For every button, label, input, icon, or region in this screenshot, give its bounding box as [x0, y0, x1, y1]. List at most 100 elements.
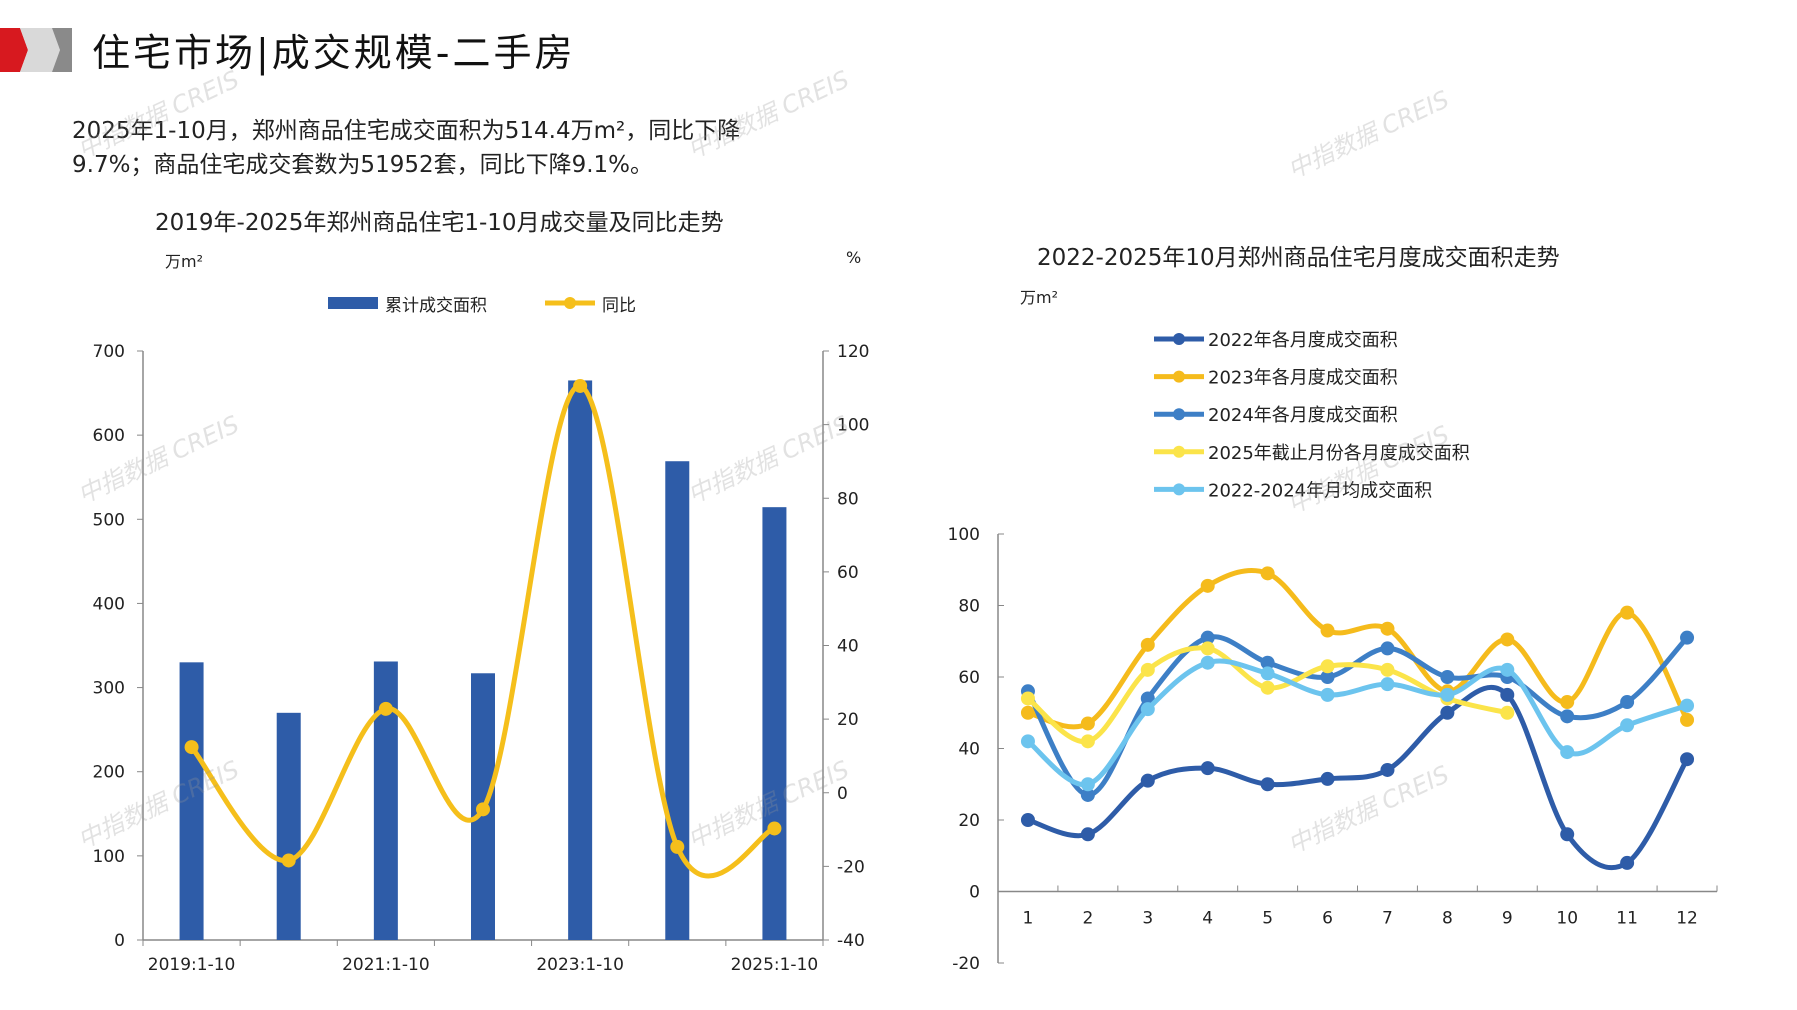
x-tick-label: 5: [1262, 909, 1273, 929]
point-s2024-8: [1440, 670, 1455, 684]
y-tick-label: 700: [93, 342, 125, 362]
y-tick-label: 400: [93, 594, 125, 614]
point-s2023-7: [1380, 621, 1395, 636]
point-s2024-4: [1200, 630, 1215, 645]
series-line-s2023: [1027, 568, 1690, 730]
y-tick-label: -20: [952, 954, 980, 974]
point-s2025-2: [1080, 734, 1095, 749]
yoy-line: [189, 383, 776, 879]
x-tick-label: 12: [1676, 909, 1698, 929]
yoy-point-2019:1-10: [184, 740, 199, 755]
yoy-point-2021:1-10: [378, 701, 393, 716]
point-avg-6: [1320, 687, 1335, 702]
bar-2020:1-10: [276, 712, 301, 940]
x-tick-label: 2023:1-10: [536, 955, 624, 975]
legend-bar-label: 累计成交面积: [385, 296, 487, 316]
right-y-unit: %: [846, 248, 862, 267]
point-s2022-9: [1500, 687, 1515, 702]
summary-line-1: 2025年1-10月，郑州商品住宅成交面积为514.4万m²，同比下降: [72, 118, 741, 144]
point-s2022-11: [1620, 855, 1635, 870]
series-line-s2022: [1027, 684, 1690, 871]
point-s2022-5: [1260, 777, 1275, 792]
point-s2024-3: [1140, 691, 1155, 706]
y-tick-label: 40: [958, 740, 980, 760]
y2-tick-label: -40: [837, 931, 865, 951]
y2-tick-label: 100: [837, 416, 869, 436]
bar-2023:1-10: [568, 380, 593, 940]
left-y-unit: 万m²: [165, 252, 204, 271]
point-s2025-5: [1260, 680, 1275, 695]
point-s2023-2: [1080, 716, 1095, 731]
point-s2025-7: [1380, 662, 1395, 677]
point-s2022-1: [1020, 813, 1035, 827]
brand-logo: [0, 28, 72, 72]
page-title: 住宅市场|成交规模-二手房: [92, 31, 576, 75]
left-chart-title: 2019年-2025年郑州商品住宅1-10月成交量及同比走势: [155, 210, 724, 236]
point-avg-7: [1380, 677, 1395, 692]
legend-bar-swatch: [328, 297, 378, 309]
point-s2023-6: [1320, 623, 1335, 638]
summary-text: 2025年1-10月，郑州商品住宅成交面积为514.4万m²，同比下降 9.7%…: [72, 114, 862, 182]
x-tick-label: 11: [1616, 909, 1638, 929]
legend-label-avg: 2022-2024年月均成交面积: [1208, 480, 1432, 501]
legend-label-s2023: 2023年各月度成交面积: [1208, 368, 1398, 389]
y2-tick-label: 40: [837, 637, 859, 657]
point-s2023-11: [1620, 605, 1635, 620]
x-tick-label: 3: [1142, 909, 1153, 929]
yoy-point-2025:1-10: [767, 821, 782, 836]
point-s2023-12: [1680, 712, 1695, 727]
y-tick-label: 300: [93, 679, 125, 699]
x-tick-label: 8: [1442, 909, 1453, 929]
legend-marker-s2024: [1173, 408, 1185, 421]
legend-marker-avg: [1173, 483, 1185, 496]
x-tick-label: 7: [1382, 909, 1393, 929]
point-s2022-4: [1200, 761, 1215, 776]
right-chart-title: 2022-2025年10月郑州商品住宅月度成交面积走势: [1037, 245, 1560, 271]
point-s2024-6: [1320, 670, 1335, 684]
series-line-s2025: [1026, 645, 1508, 744]
x-tick-label: 9: [1502, 909, 1513, 929]
bar-2024:1-10: [665, 461, 690, 940]
point-s2025-9: [1500, 705, 1515, 720]
yoy-point-2023:1-10: [573, 378, 588, 393]
y-tick-label: 600: [93, 426, 125, 446]
x-tick-label: 2: [1082, 909, 1093, 929]
legend-label-s2022: 2022年各月度成交面积: [1208, 330, 1398, 351]
legend-label-s2024: 2024年各月度成交面积: [1208, 405, 1398, 426]
x-tick-label: 2021:1-10: [342, 955, 430, 975]
x-tick-label: 4: [1202, 909, 1213, 929]
x-tick-label: 2019:1-10: [148, 955, 236, 975]
point-s2024-11: [1620, 695, 1635, 710]
y-tick-label: 100: [948, 525, 980, 545]
point-s2025-1: [1020, 691, 1035, 706]
summary-line-2: 9.7%；商品住宅成交套数为51952套，同比下降9.1%。: [72, 152, 654, 178]
y2-tick-label: -20: [837, 857, 865, 877]
y2-tick-label: 20: [837, 710, 859, 730]
point-s2024-10: [1560, 709, 1575, 724]
point-s2022-10: [1560, 827, 1575, 842]
y-tick-label: 80: [958, 597, 980, 617]
point-avg-8: [1440, 687, 1455, 702]
point-avg-10: [1560, 745, 1575, 760]
y2-tick-label: 80: [837, 489, 859, 509]
y-tick-label: 60: [958, 668, 980, 688]
y2-tick-label: 0: [837, 784, 848, 804]
x-tick-label: 2025:1-10: [731, 955, 819, 975]
point-avg-9: [1500, 662, 1515, 677]
point-avg-2: [1080, 777, 1095, 792]
x-tick-label: 1: [1023, 909, 1034, 929]
point-s2022-12: [1680, 752, 1695, 767]
y-tick-label: 100: [93, 847, 125, 867]
point-s2025-6: [1320, 659, 1335, 674]
point-avg-5: [1260, 666, 1275, 681]
point-s2023-10: [1560, 695, 1575, 710]
yoy-point-2020:1-10: [281, 853, 296, 868]
y2-tick-label: 120: [837, 342, 869, 362]
point-s2023-9: [1500, 632, 1515, 647]
yoy-point-2024:1-10: [670, 839, 685, 854]
point-s2024-7: [1380, 641, 1395, 656]
bar-2025:1-10: [762, 507, 787, 940]
point-avg-3: [1140, 702, 1155, 717]
legend-label-s2025: 2025年截止月份各月度成交面积: [1208, 443, 1470, 464]
point-s2022-2: [1080, 827, 1095, 842]
